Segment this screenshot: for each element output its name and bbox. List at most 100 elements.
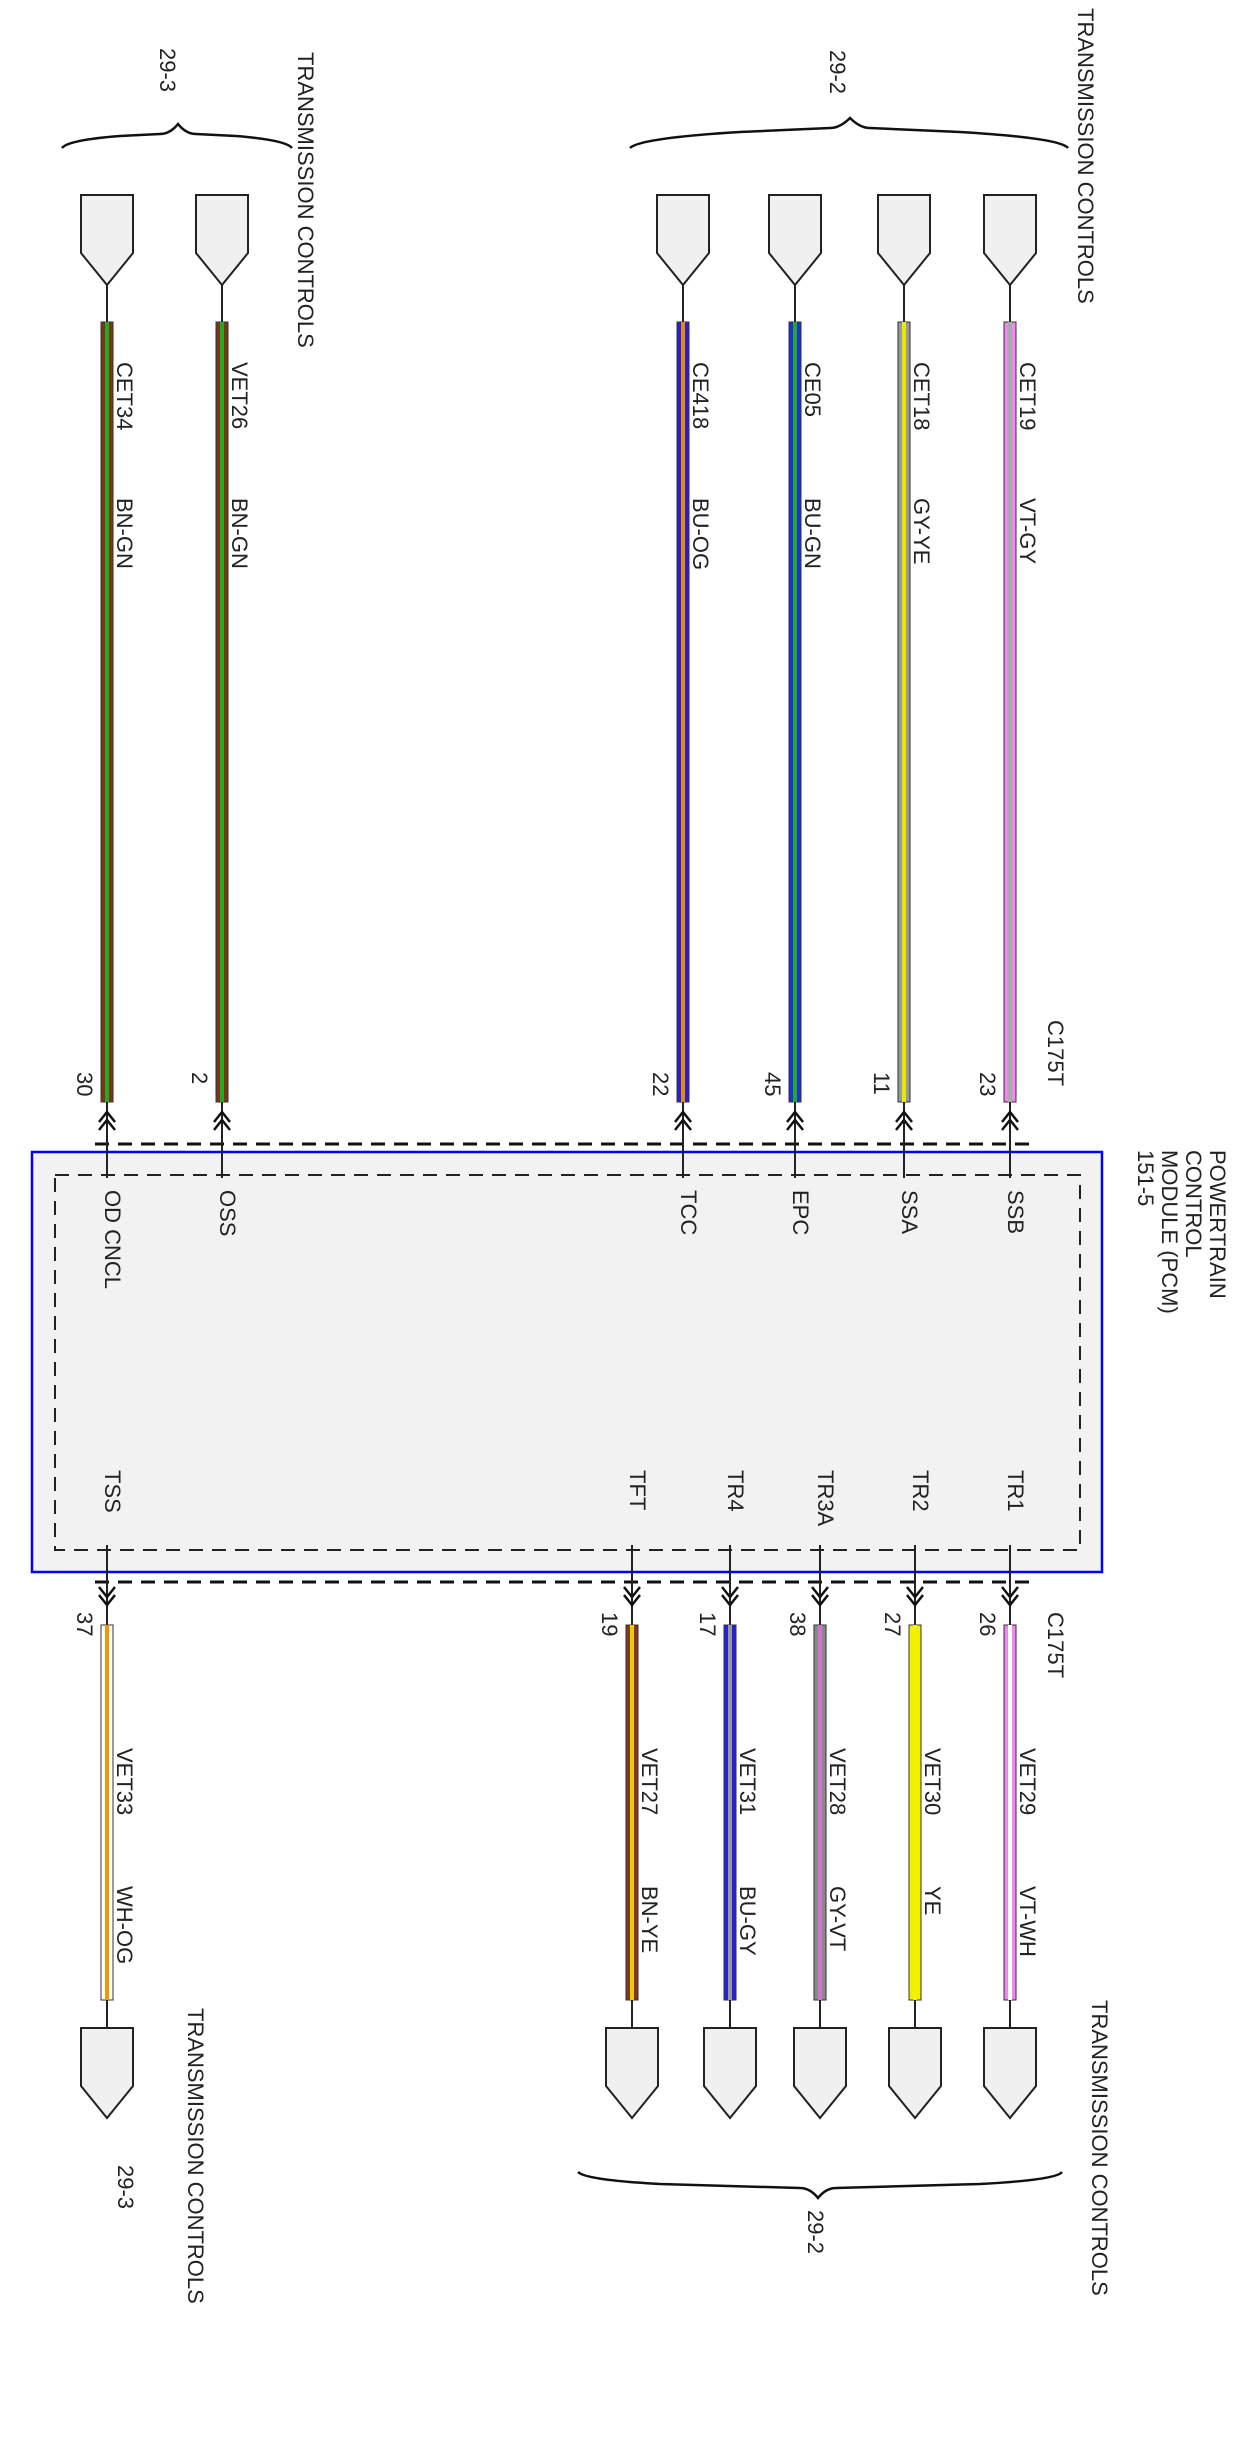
top-wire-ssb-pin-chevron bbox=[1001, 1109, 1019, 1131]
top-wire-od-cncl-wire-stripe bbox=[105, 322, 109, 1102]
top-wire-tcc-wire-stripe bbox=[681, 322, 685, 1102]
top-wire-ssa-signal-label: SSA bbox=[897, 1190, 922, 1234]
top-wire-tcc: CE418 BU-OG 22 TCC bbox=[648, 194, 713, 1235]
bottom-wire-tft-pin-number: 19 bbox=[597, 1612, 622, 1636]
bottom-wire-tss-circuit-label: VET33 bbox=[112, 1748, 137, 1815]
bottom-wire-tss-signal-label: TSS bbox=[100, 1470, 125, 1513]
bottom-wire-tr2-color-code: YE bbox=[920, 1886, 945, 1915]
group-ref-bottom-right: 29-2 bbox=[803, 2210, 828, 2254]
bottom-wire-tr3a-pin-chevron bbox=[811, 1586, 829, 1608]
top-wire-ssb-terminal bbox=[983, 194, 1037, 287]
top-wire-oss: VET26 BN-GN 2 OSS bbox=[187, 194, 252, 1236]
top-wire-epc-terminal bbox=[768, 194, 822, 287]
top-wire-epc-pin-chevron bbox=[786, 1109, 804, 1131]
group-ref-bottom-left: 29-3 bbox=[113, 2165, 138, 2209]
bottom-wire-tr3a: VET28 GY-VT 38 TR3A bbox=[785, 1470, 850, 2120]
brace-top-right bbox=[629, 116, 1069, 150]
bottom-wire-tss: VET33 WH-OG 37 TSS bbox=[72, 1470, 137, 2120]
top-wire-epc-circuit-label: CE05 bbox=[800, 362, 825, 417]
top-wire-oss-color-code: BN-GN bbox=[227, 498, 252, 569]
top-wire-ssa-circuit-label: CET18 bbox=[909, 362, 934, 430]
top-wire-od-cncl-terminal bbox=[80, 194, 134, 287]
pcm-module: POWERTRAIN CONTROL MODULE (PCM) 151-5 bbox=[30, 1142, 1230, 1584]
bottom-wire-tr3a-circuit-label: VET28 bbox=[825, 1748, 850, 1815]
bottom-wire-tr4-circuit-label: VET31 bbox=[735, 1748, 760, 1815]
bottom-wire-tr2: VET30 YE 27 TR2 bbox=[880, 1470, 945, 2120]
top-wire-ssb-circuit-label: CET19 bbox=[1015, 362, 1040, 430]
bottom-wire-tr2-wire-stripe bbox=[913, 1625, 917, 2000]
bottom-wire-tr3a-pin-number: 38 bbox=[785, 1612, 810, 1636]
bottom-wire-tss-color-code: WH-OG bbox=[112, 1886, 137, 1964]
top-wire-epc-pin-number: 45 bbox=[760, 1072, 785, 1096]
bottom-wire-tss-wire-stripe bbox=[105, 1625, 109, 2000]
bottom-wire-tft-circuit-label: VET27 bbox=[637, 1748, 662, 1815]
top-wire-ssb: CET19 VT-GY 23 SSB bbox=[975, 194, 1040, 1234]
top-wire-od-cncl-pin-chevron bbox=[98, 1109, 116, 1131]
group-braces bbox=[61, 116, 1069, 2201]
bottom-wire-tr3a-terminal bbox=[793, 2027, 847, 2120]
connector-top-label: C175T bbox=[1043, 1020, 1068, 1086]
top-wire-ssb-wire-stripe bbox=[1008, 322, 1012, 1102]
bottom-wire-tr3a-color-code: GY-VT bbox=[825, 1886, 850, 1951]
group-ref-top-left: 29-3 bbox=[155, 48, 180, 92]
pcm-name-line-2: CONTROL bbox=[1181, 1150, 1206, 1258]
bottom-wire-tr1-circuit-label: VET29 bbox=[1015, 1748, 1040, 1815]
top-wire-od-cncl-pin-number: 30 bbox=[72, 1072, 97, 1096]
top-wire-ssa-pin-number: 11 bbox=[869, 1072, 894, 1095]
bottom-wire-tft-terminal bbox=[605, 2027, 659, 2120]
pcm-outer-outline bbox=[30, 1150, 1104, 1574]
top-wire-epc-signal-label: EPC bbox=[788, 1190, 813, 1235]
top-wire-ssa: CET18 GY-YE 11 SSA bbox=[869, 194, 934, 1234]
bottom-wire-tr2-signal-label: TR2 bbox=[908, 1470, 933, 1512]
bottom-wire-tss-pin-number: 37 bbox=[72, 1612, 97, 1636]
top-wire-oss-wire-stripe bbox=[220, 322, 224, 1102]
top-wire-ssa-color-code: GY-YE bbox=[909, 498, 934, 564]
top-wire-ssa-pin-chevron bbox=[895, 1109, 913, 1131]
top-wire-od-cncl-color-code: BN-GN bbox=[112, 498, 137, 569]
bottom-wire-tr4-color-code: BU-GY bbox=[735, 1886, 760, 1956]
bottom-wire-tft-pin-chevron bbox=[623, 1586, 641, 1608]
top-wire-oss-pin-chevron bbox=[213, 1109, 231, 1131]
bottom-wire-tr3a-wire-stripe bbox=[818, 1625, 822, 2000]
top-wire-tcc-pin-number: 22 bbox=[648, 1072, 673, 1096]
bottom-wire-tr2-circuit-label: VET30 bbox=[920, 1748, 945, 1815]
brace-top-left bbox=[61, 121, 293, 149]
group-title-top-right: TRANSMISSION CONTROLS bbox=[1073, 8, 1098, 304]
bottom-wire-group: VET29 VT-WH 26 TR1 VET30 YE 27 TR2 VET28 GY-VT 38 T… bbox=[72, 1470, 1040, 2120]
top-wire-od-cncl: CET34 BN-GN 30 OD CNCL bbox=[72, 194, 137, 1289]
top-wire-epc-color-code: BU-GN bbox=[800, 498, 825, 569]
top-wire-tcc-circuit-label: CE418 bbox=[688, 362, 713, 429]
bottom-wire-tr2-terminal bbox=[888, 2027, 942, 2120]
bottom-wire-tr1-signal-label: TR1 bbox=[1003, 1470, 1028, 1512]
group-title-bottom-left: TRANSMISSION CONTROLS bbox=[183, 2008, 208, 2304]
top-wire-ssb-color-code: VT-GY bbox=[1015, 498, 1040, 564]
bottom-wire-tr2-pin-number: 27 bbox=[880, 1612, 905, 1636]
top-wire-od-cncl-circuit-label: CET34 bbox=[112, 362, 137, 430]
top-wire-od-cncl-signal-label: OD CNCL bbox=[100, 1190, 125, 1289]
pcm-name-line-4: 151-5 bbox=[1133, 1150, 1158, 1206]
brace-bottom-right bbox=[577, 2170, 1063, 2201]
bottom-wire-tr4-pin-number: 17 bbox=[695, 1612, 720, 1636]
bottom-wire-tr4-wire-stripe bbox=[728, 1625, 732, 2000]
bottom-wire-tft-wire-stripe bbox=[630, 1625, 634, 2000]
top-wire-ssa-terminal bbox=[877, 194, 931, 287]
bottom-wire-tr4-pin-chevron bbox=[721, 1586, 739, 1608]
top-wire-tcc-color-code: BU-OG bbox=[688, 498, 713, 570]
top-wire-oss-signal-label: OSS bbox=[215, 1190, 240, 1236]
connector-bottom-label: C175T bbox=[1043, 1612, 1068, 1678]
bottom-wire-tss-terminal bbox=[80, 2027, 134, 2120]
bottom-wire-tr1-wire-stripe bbox=[1008, 1625, 1012, 2000]
top-wire-oss-circuit-label: VET26 bbox=[227, 362, 252, 429]
bottom-wire-tr4-signal-label: TR4 bbox=[723, 1470, 748, 1512]
top-wire-tcc-signal-label: TCC bbox=[676, 1190, 701, 1235]
top-wire-oss-pin-number: 2 bbox=[187, 1072, 212, 1084]
bottom-wire-tft-signal-label: TFT bbox=[625, 1470, 650, 1510]
bottom-wire-tft: VET27 BN-YE 19 TFT bbox=[597, 1470, 662, 2120]
pcm-name-line-1: POWERTRAIN bbox=[1205, 1150, 1230, 1299]
group-title-bottom-right: TRANSMISSION CONTROLS bbox=[1087, 2000, 1112, 2296]
bottom-wire-tr1-pin-number: 26 bbox=[975, 1612, 1000, 1636]
top-wire-ssa-wire-stripe bbox=[902, 322, 906, 1102]
bottom-wire-tr2-pin-chevron bbox=[906, 1586, 924, 1608]
bottom-wire-tr1-color-code: VT-WH bbox=[1015, 1886, 1040, 1957]
